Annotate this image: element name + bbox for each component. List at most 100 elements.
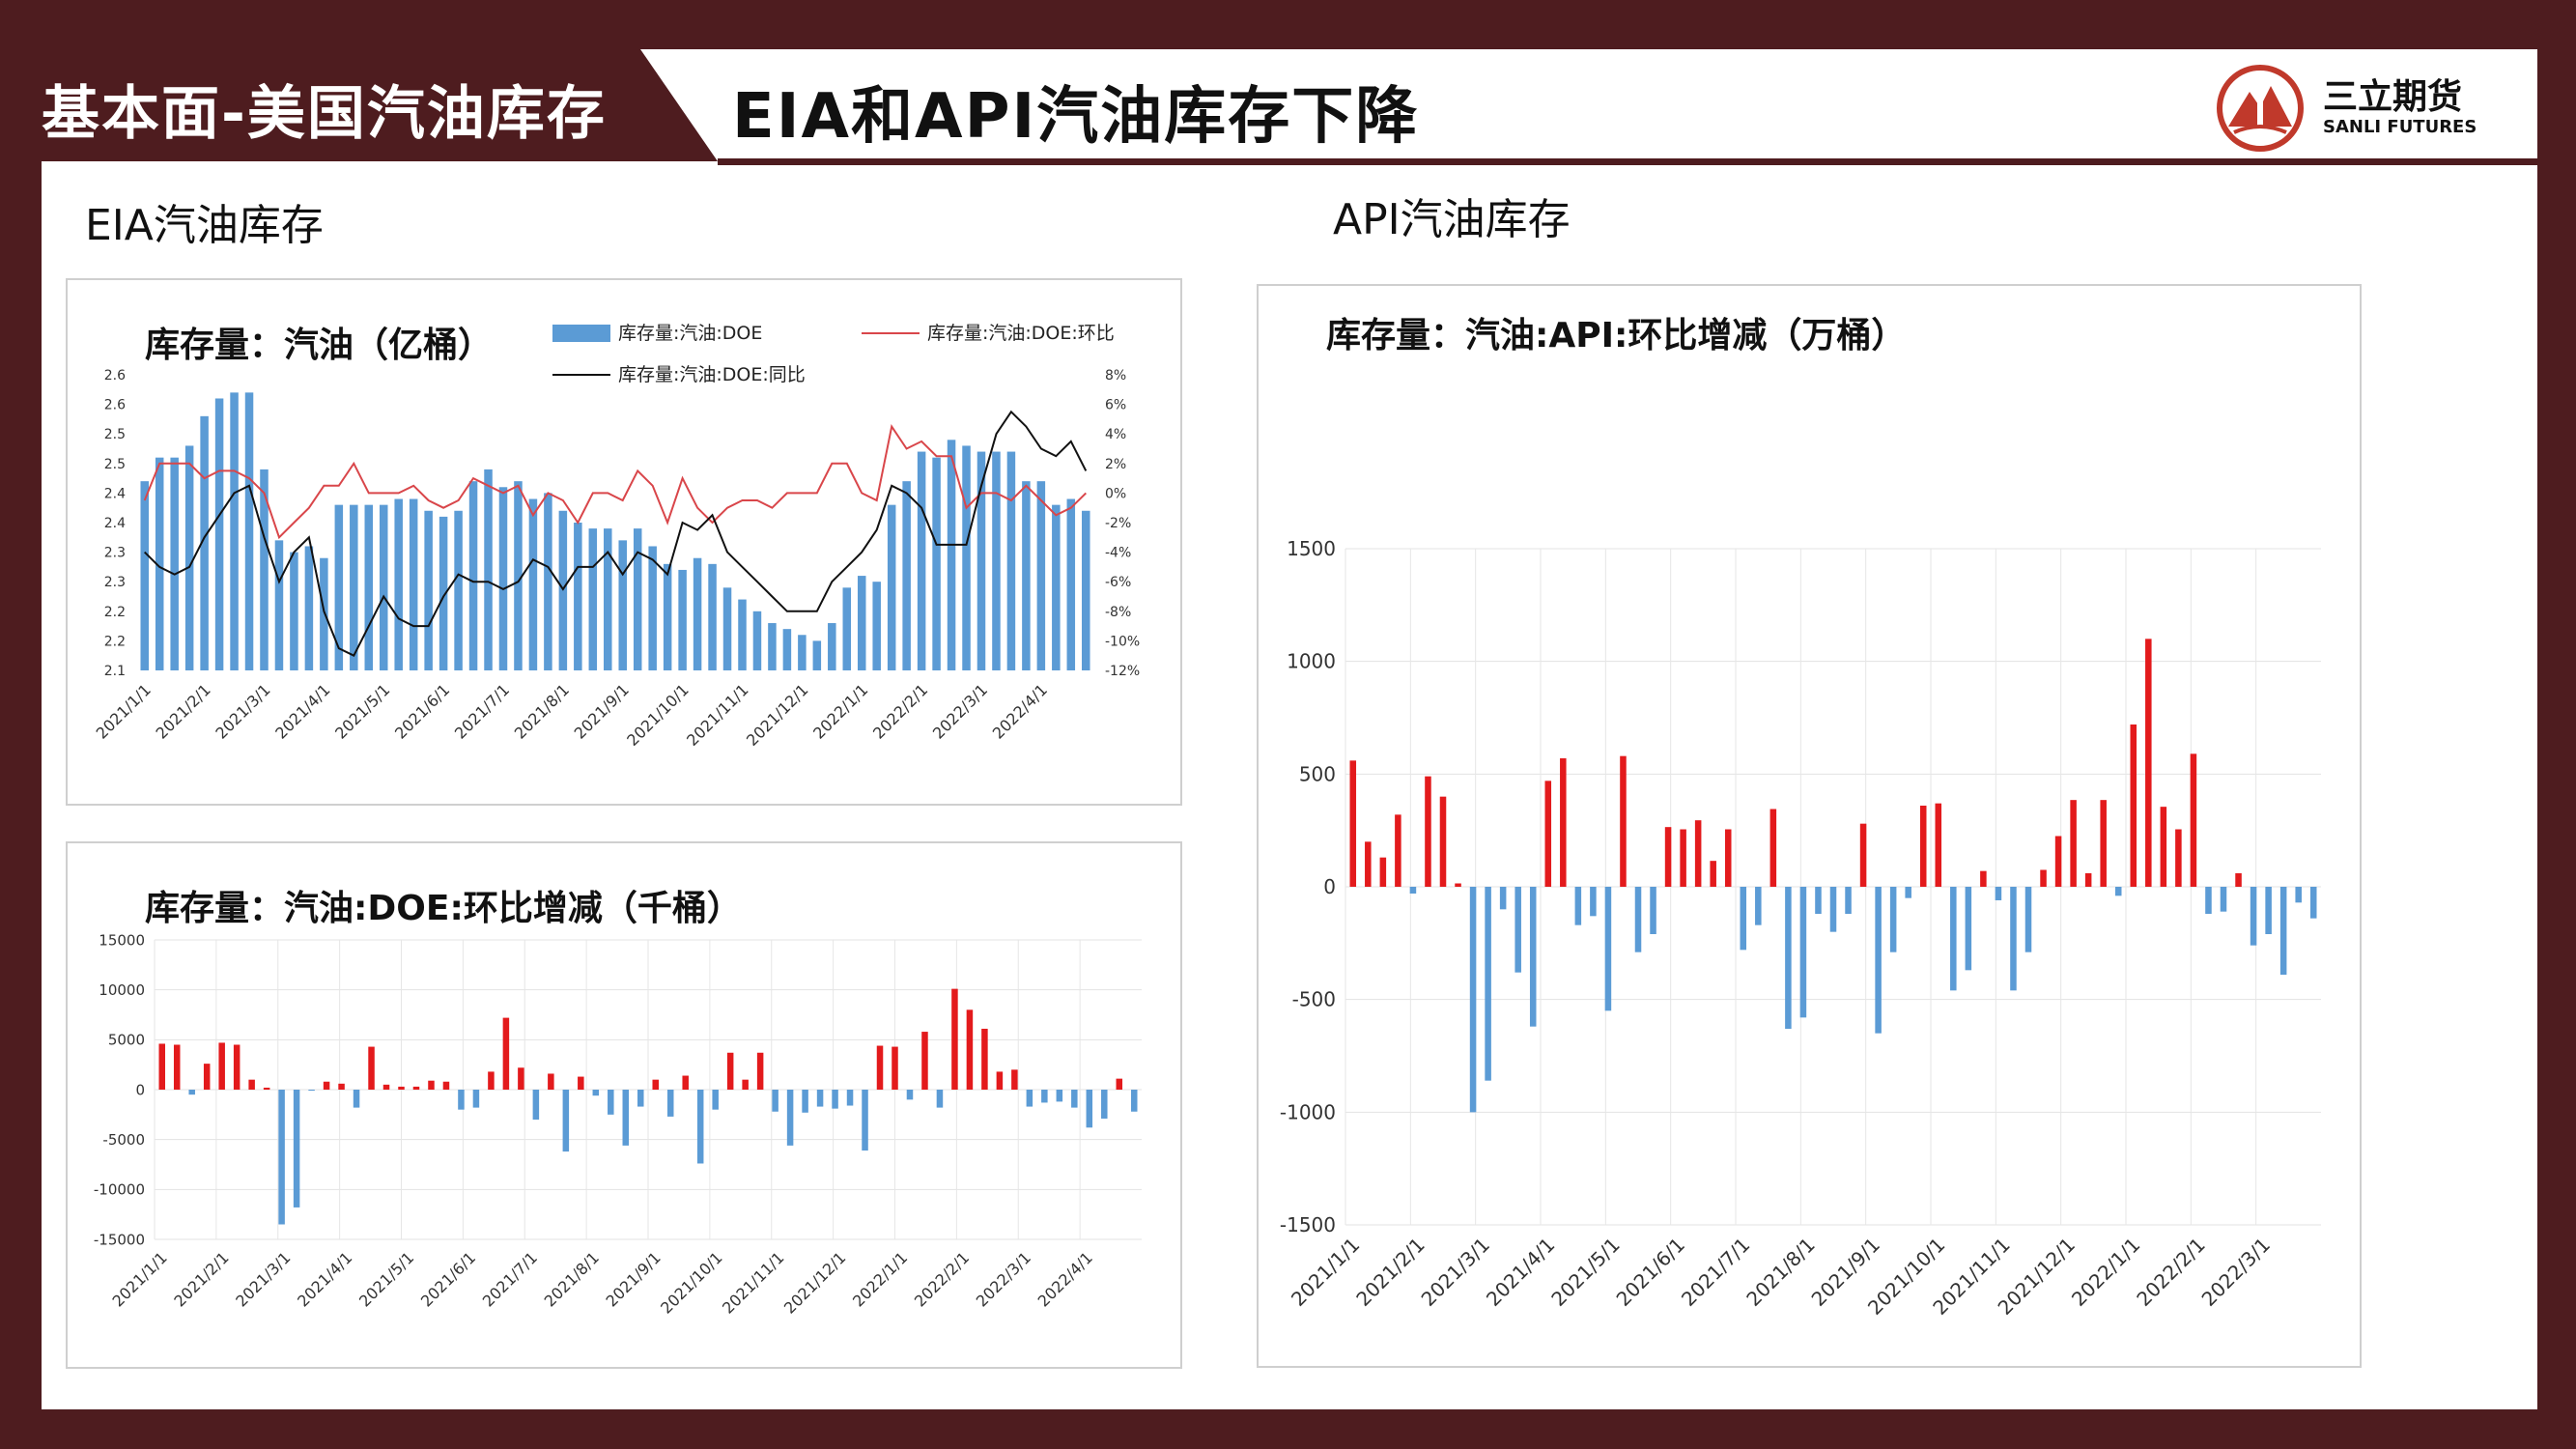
bar: [472, 1090, 480, 1108]
bar: [368, 1046, 375, 1090]
bar: [2070, 800, 2077, 887]
x-tick-label: 2021/7/1: [451, 680, 513, 742]
x-tick-label: 2021/5/1: [331, 680, 393, 742]
x-tick-label: 2021/1/1: [109, 1248, 171, 1310]
bar: [424, 510, 433, 670]
x-tick-label: 2021/6/1: [417, 1248, 479, 1310]
bar: [738, 599, 747, 670]
bar: [1950, 887, 1957, 991]
bar: [293, 1090, 300, 1208]
bar: [1560, 758, 1567, 887]
x-tick-label: 2021/6/1: [391, 680, 453, 742]
bar: [887, 504, 896, 670]
bar: [1439, 796, 1447, 887]
bar: [498, 487, 508, 670]
bar: [2100, 800, 2107, 887]
y-tick-label: 2.2: [104, 605, 126, 620]
bar: [2145, 639, 2152, 887]
bar: [962, 445, 971, 670]
bar: [876, 1045, 884, 1090]
bar: [1935, 803, 1942, 887]
y-tick-label: 2.3: [104, 575, 126, 590]
bar: [488, 1071, 495, 1090]
bar: [1395, 814, 1401, 887]
bar: [562, 1090, 570, 1152]
bar: [1919, 806, 1927, 887]
bar: [996, 1071, 1004, 1090]
bar: [458, 1090, 465, 1110]
bar: [334, 504, 344, 670]
bar: [1604, 887, 1612, 1011]
bar: [502, 1017, 510, 1090]
chart-title-api-change: 库存量：汽油:API:环比增减（万桶）: [1326, 316, 1907, 355]
bar: [1071, 1090, 1078, 1108]
y-tick-label: -1000: [1280, 1100, 1336, 1123]
header-divider: [718, 158, 2537, 165]
bar: [977, 451, 986, 670]
x-tick-label: 2021/2/1: [153, 680, 214, 742]
bar: [1905, 887, 1911, 898]
bar: [1041, 1090, 1048, 1103]
bar: [588, 528, 598, 670]
bar: [1650, 887, 1656, 934]
x-tick-label: 2021/3/1: [232, 1248, 294, 1310]
y-tick-label: 2.4: [104, 516, 126, 531]
y2-tick-label: 0%: [1105, 486, 1126, 501]
y2-tick-label: -8%: [1105, 605, 1131, 620]
page-title: EIA和API汽油库存下降: [732, 81, 1420, 153]
bar: [454, 510, 463, 670]
chart-eia-change: 15000 10000 5000 0 -5000 -10000 -150002021/1/1…: [94, 931, 1142, 1318]
x-tick-label: 2021/5/1: [355, 1248, 417, 1310]
x-tick-label: 2021/3/1: [212, 680, 273, 742]
bar: [1574, 887, 1582, 925]
bar: [353, 1090, 360, 1108]
bar: [200, 415, 209, 670]
bar: [947, 440, 956, 670]
y2-tick-label: -12%: [1105, 664, 1140, 679]
line-mom: [143, 424, 1088, 540]
bar: [921, 1032, 928, 1090]
bar: [1131, 1090, 1138, 1112]
bar: [278, 1090, 285, 1225]
bar: [155, 457, 164, 670]
bar: [618, 540, 627, 670]
y2-tick-label: 4%: [1105, 427, 1126, 442]
y-tick-label: -5000: [102, 1131, 145, 1149]
y-tick-label: 2.5: [104, 427, 126, 442]
x-tick-label: 2022/4/1: [989, 680, 1051, 742]
bar: [544, 493, 552, 670]
bar: [323, 1081, 330, 1090]
bar: [682, 1075, 689, 1090]
bar: [637, 1090, 644, 1107]
bar: [2295, 887, 2302, 903]
bar: [1469, 887, 1477, 1113]
bar: [768, 623, 777, 670]
bar: [532, 1090, 540, 1120]
panel-api-change: 库存量：汽油:API:环比增减（万桶） 1500 1000 500 0 -500 -100…: [1257, 284, 2362, 1368]
x-tick-label: 2021/10/1: [657, 1248, 725, 1317]
x-tick-label: 2022/2/1: [2132, 1233, 2209, 1310]
bar: [2175, 829, 2182, 887]
line-yoy: [143, 410, 1088, 658]
bar: [1965, 887, 1972, 971]
bar: [782, 629, 792, 670]
bar: [518, 1067, 524, 1090]
header-left-banner: 基本面-美国汽油库存: [42, 49, 718, 161]
bar: [892, 1046, 898, 1090]
bar: [772, 1090, 778, 1112]
logo-text-cn: 三立期货: [2323, 77, 2463, 117]
bar: [1680, 829, 1686, 887]
bar: [379, 504, 388, 670]
bar: [2250, 887, 2257, 946]
y-tick-label: -15000: [94, 1231, 145, 1248]
bar: [828, 623, 836, 670]
x-tick-label: 2021/12/1: [743, 680, 811, 749]
bar: [548, 1073, 554, 1090]
bar: [906, 1090, 914, 1100]
x-tick-label: 2021/10/1: [623, 680, 692, 749]
bar: [951, 988, 958, 1090]
bar: [1620, 755, 1627, 887]
bar: [304, 546, 314, 670]
bar: [173, 1044, 181, 1090]
y2-tick-label: 6%: [1105, 398, 1126, 413]
